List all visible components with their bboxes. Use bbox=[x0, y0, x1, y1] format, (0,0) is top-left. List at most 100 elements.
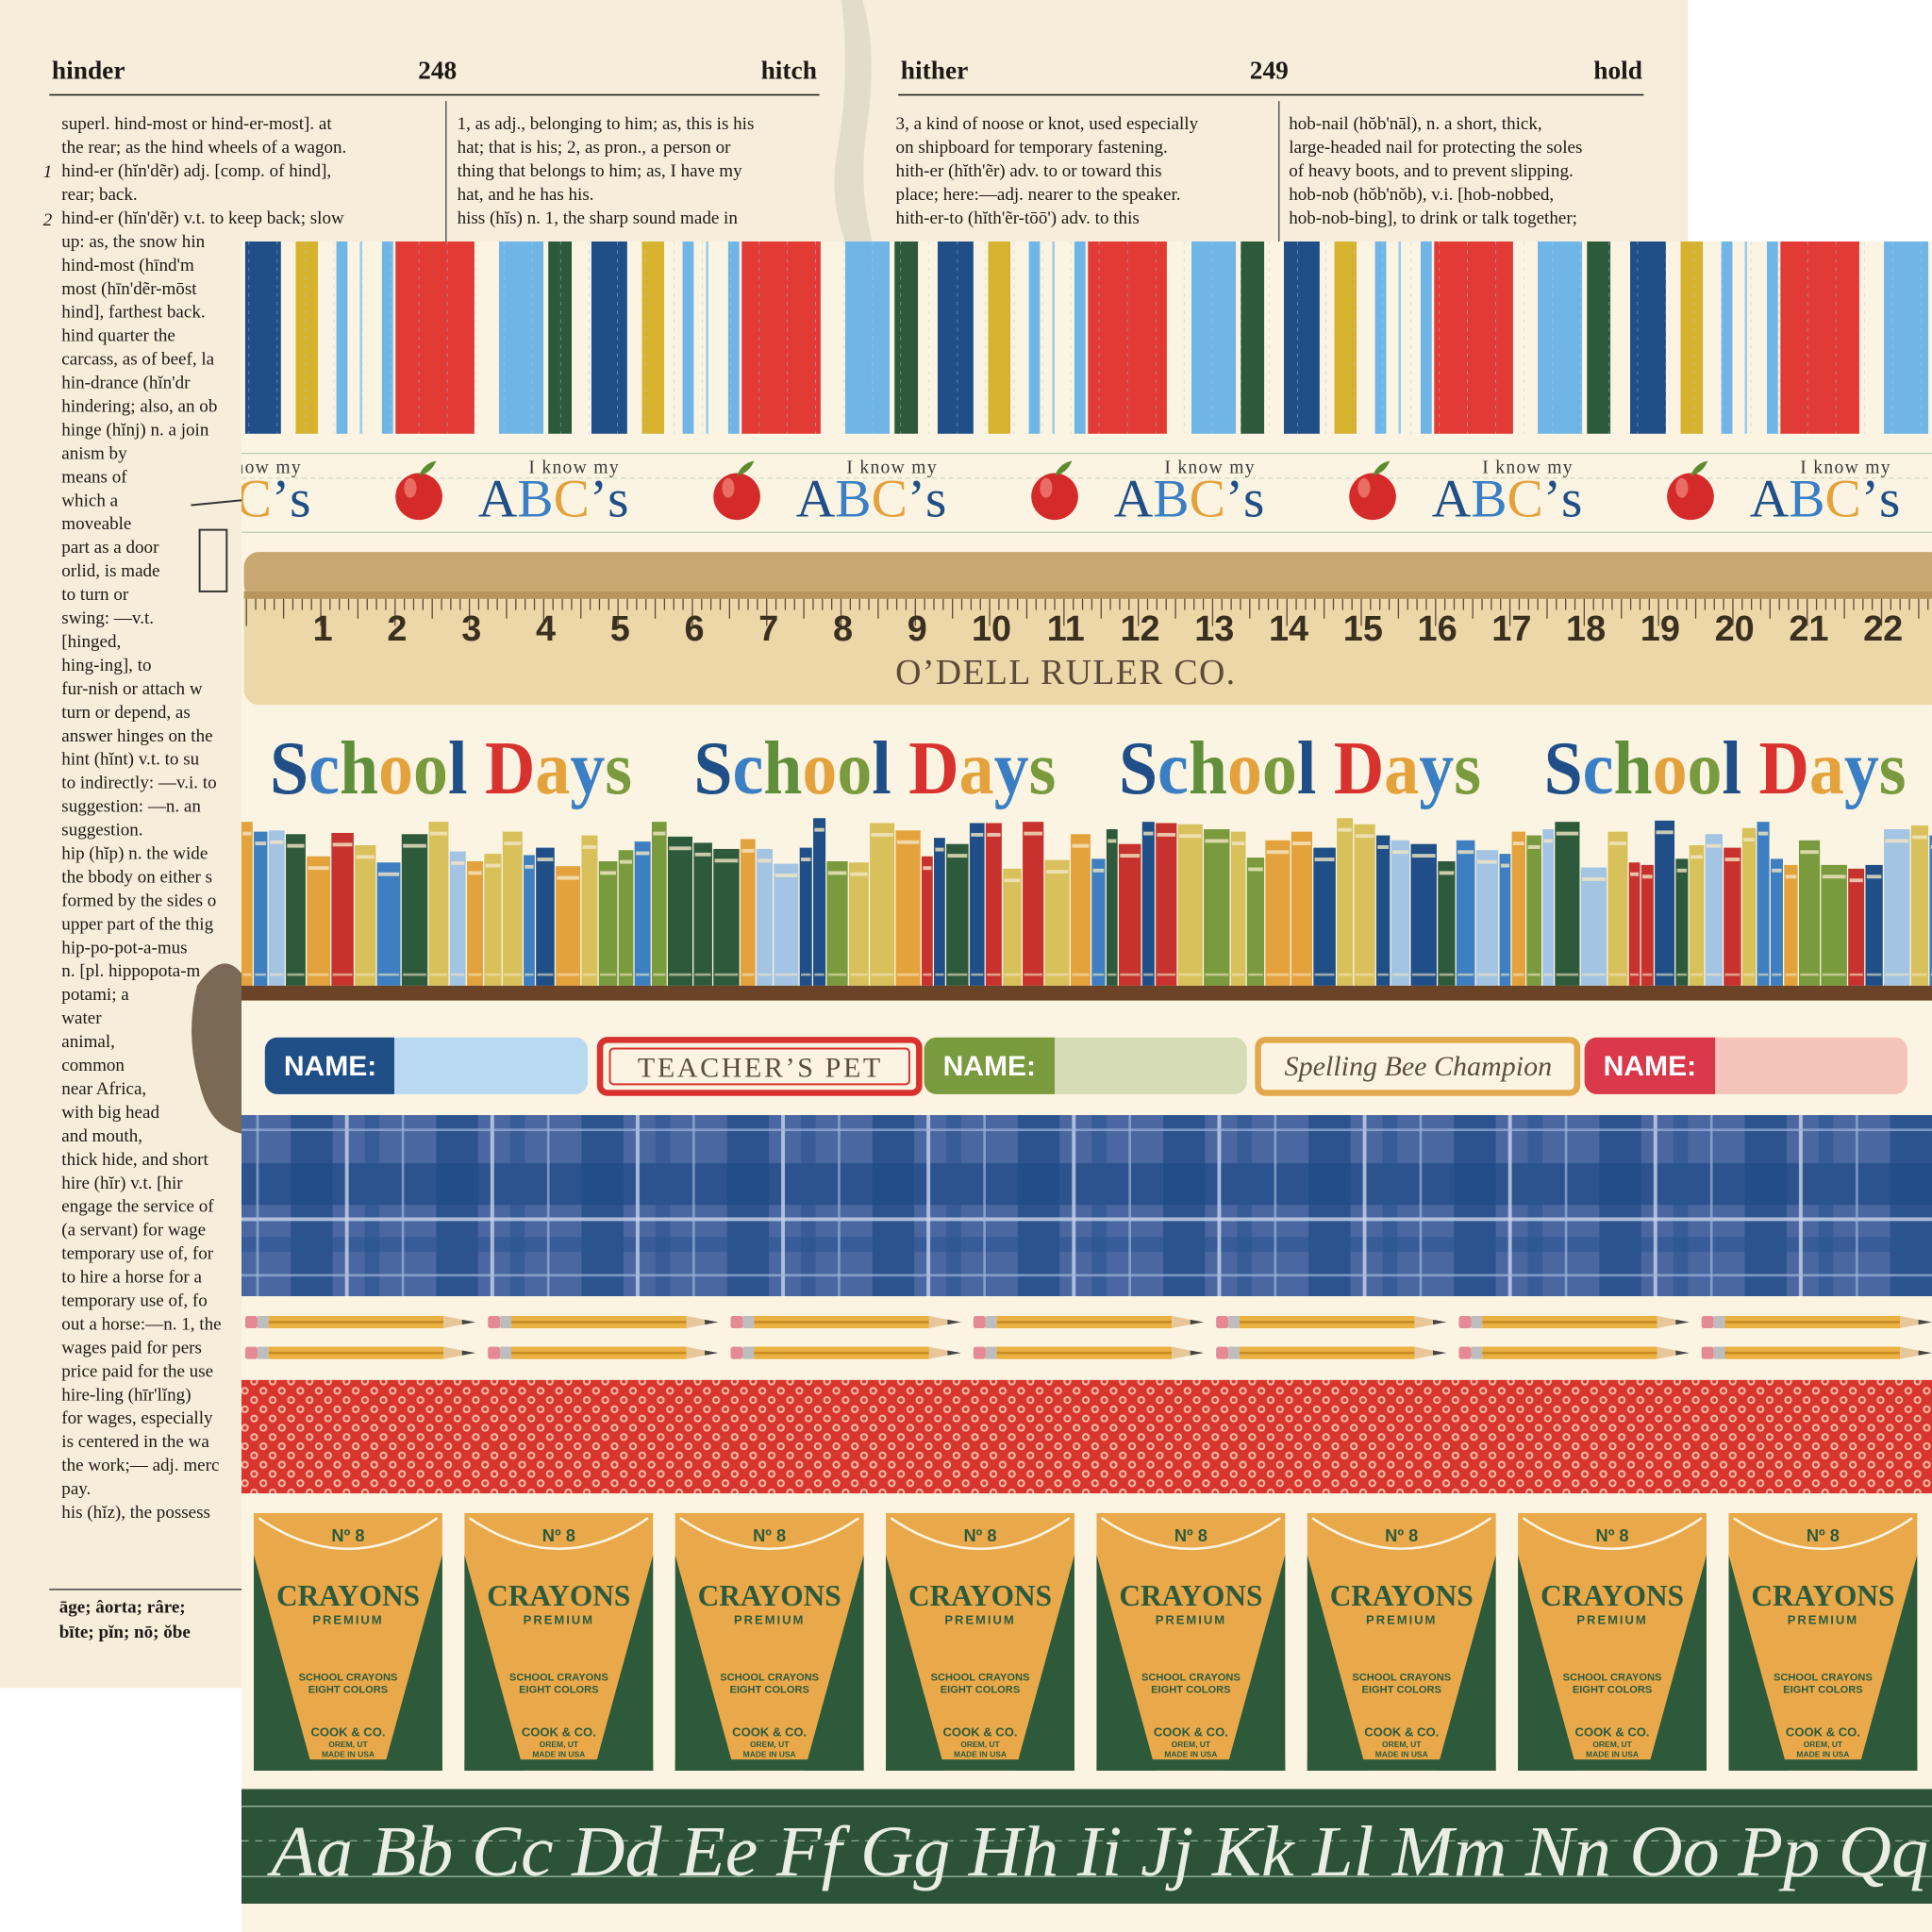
book bbox=[1798, 840, 1821, 986]
apple bbox=[1349, 473, 1396, 521]
ruler-number: 19 bbox=[1641, 609, 1680, 649]
book-band bbox=[1072, 973, 1090, 976]
guide-word: hitch bbox=[761, 57, 817, 85]
book-band bbox=[1045, 973, 1069, 976]
book bbox=[1741, 827, 1757, 986]
book-band bbox=[1120, 854, 1141, 858]
book-band bbox=[1543, 839, 1553, 843]
crayon-box-base bbox=[1307, 1759, 1496, 1771]
crayon-box-base bbox=[1096, 1759, 1286, 1771]
book-band bbox=[1630, 872, 1640, 876]
ruler-number: 17 bbox=[1491, 609, 1531, 649]
book-band bbox=[714, 858, 739, 863]
book-band bbox=[537, 858, 554, 861]
book-band bbox=[332, 973, 353, 976]
book-band bbox=[1248, 867, 1263, 872]
book-band bbox=[377, 872, 400, 876]
crayon-box-text: MADE IN USA bbox=[1164, 1750, 1217, 1759]
pencil-edge bbox=[754, 1321, 929, 1324]
dictionary-line: hind quarter the bbox=[61, 326, 175, 346]
crayon-box-arc bbox=[1100, 1517, 1281, 1550]
book-band bbox=[1866, 973, 1882, 976]
stripe bbox=[1630, 242, 1666, 434]
book-band bbox=[1849, 878, 1863, 883]
crayon-box-text: Nº 8 bbox=[1174, 1525, 1208, 1545]
apple-shine bbox=[722, 477, 735, 498]
ruler-number: 5 bbox=[610, 609, 630, 649]
book-band bbox=[1266, 850, 1290, 855]
stripe bbox=[741, 242, 821, 434]
book-band bbox=[814, 827, 824, 832]
book-band bbox=[1157, 973, 1176, 976]
stripe bbox=[548, 242, 573, 434]
book bbox=[1689, 845, 1705, 986]
book-band bbox=[1706, 973, 1722, 976]
book-band bbox=[1800, 850, 1819, 855]
book bbox=[1204, 829, 1230, 986]
book-band bbox=[1178, 834, 1202, 839]
book bbox=[1770, 858, 1783, 986]
stripe bbox=[1028, 242, 1041, 434]
pencil-tip bbox=[443, 1315, 469, 1328]
book-band bbox=[1004, 973, 1021, 976]
guide-word: hold bbox=[1593, 57, 1642, 85]
dictionary-line: hind-most (hīnd'm bbox=[61, 256, 194, 275]
book-band bbox=[1143, 831, 1154, 836]
book-band bbox=[308, 973, 329, 976]
pencil-point bbox=[1433, 1350, 1447, 1356]
dictionary-line: the bbody on either s bbox=[61, 867, 212, 887]
dictionary-line: for wages, especially bbox=[61, 1408, 213, 1428]
crayon-box-text: Nº 8 bbox=[542, 1525, 575, 1545]
book-band bbox=[504, 841, 522, 845]
book-band bbox=[1178, 973, 1202, 976]
book-band bbox=[1391, 973, 1408, 976]
pencil-point bbox=[461, 1350, 476, 1356]
stripe bbox=[591, 242, 627, 434]
stripe bbox=[1434, 242, 1513, 434]
book bbox=[1655, 820, 1675, 986]
chalkboard-strip: Aa Bb Cc Dd Ee Ff Gg Hh Ii Jj Kk Ll Mm N… bbox=[241, 1789, 1932, 1904]
book-band bbox=[850, 872, 868, 876]
stripe bbox=[706, 242, 709, 434]
pencil-point bbox=[1918, 1350, 1932, 1356]
crayon-box-text: SCHOOL CRAYONS bbox=[1352, 1673, 1451, 1684]
stripe bbox=[1191, 242, 1237, 434]
book bbox=[848, 862, 869, 986]
pencil-edge bbox=[268, 1351, 444, 1355]
book-band bbox=[451, 860, 465, 865]
book-band bbox=[600, 973, 617, 976]
book bbox=[713, 848, 740, 986]
book-band bbox=[1477, 859, 1497, 864]
book-band bbox=[287, 973, 305, 976]
book bbox=[1291, 831, 1313, 986]
book-band bbox=[1457, 973, 1474, 976]
book bbox=[502, 831, 523, 986]
crayon-box-arc bbox=[679, 1517, 860, 1550]
crayon-box-text: MADE IN USA bbox=[954, 1750, 1007, 1759]
book-band bbox=[774, 874, 798, 877]
book bbox=[307, 856, 331, 986]
book-band bbox=[270, 973, 284, 976]
abc-big: ABC’s bbox=[1750, 469, 1901, 528]
ruler-number: 10 bbox=[972, 609, 1011, 649]
apple-leaf bbox=[1055, 460, 1073, 476]
book-band bbox=[1411, 854, 1436, 858]
book-band bbox=[1642, 973, 1653, 976]
book-band bbox=[653, 973, 666, 976]
book-band bbox=[1822, 973, 1846, 976]
book-band bbox=[1676, 973, 1688, 976]
crayon-box-text: MADE IN USA bbox=[1375, 1750, 1428, 1759]
dictionary-line: up: as, the snow hin bbox=[61, 232, 205, 252]
book bbox=[1118, 843, 1141, 986]
pencil-point bbox=[1433, 1319, 1447, 1325]
book bbox=[556, 866, 581, 986]
book-band bbox=[356, 855, 375, 859]
dictionary-line: hiss (hĭs) n. 1, the sharp sound made in bbox=[458, 208, 739, 228]
stripe bbox=[1884, 242, 1929, 434]
pencil-tip bbox=[686, 1346, 711, 1359]
crayon-box-text: EIGHT COLORS bbox=[1573, 1685, 1652, 1696]
apple bbox=[713, 473, 760, 521]
apple-shine bbox=[1675, 477, 1689, 498]
book-band bbox=[896, 840, 920, 844]
crayon-box-arc bbox=[258, 1517, 439, 1550]
